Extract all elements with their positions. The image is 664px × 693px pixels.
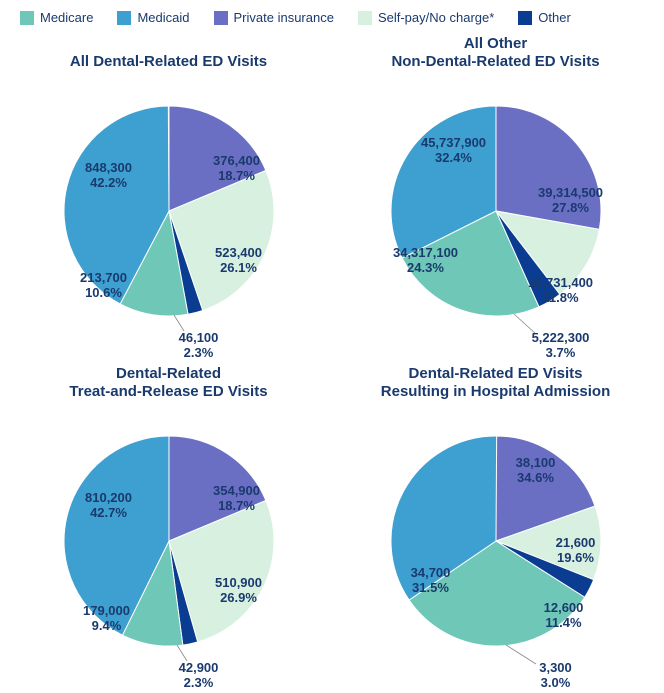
panel-hospital-admit: Dental-Related ED Visits Resulting in Ho… [337, 363, 654, 683]
medicaid-swatch [117, 11, 131, 25]
label-other: 5,222,300 3.7% [532, 331, 590, 361]
legend-item-private: Private insurance [214, 10, 334, 25]
legend-label: Medicare [40, 10, 93, 25]
label-medicare: 34,700 31.5% [411, 566, 451, 596]
label-private: 354,900 18.7% [213, 484, 260, 514]
legend-item-medicare: Medicare [20, 10, 93, 25]
private-swatch [214, 11, 228, 25]
chart-title: Dental-Related Treat-and-Release ED Visi… [10, 363, 327, 401]
pie-all-dental: 848,300 42.2%376,400 18.7%523,400 26.1%4… [10, 71, 327, 351]
selfpay-swatch [358, 11, 372, 25]
panel-treat-release: Dental-Related Treat-and-Release ED Visi… [10, 363, 327, 683]
panel-all-other: All Other Non-Dental-Related ED Visits45… [337, 33, 654, 353]
pie-hospital-admit: 38,100 34.6%21,600 19.6%12,600 11.4%3,30… [337, 401, 654, 681]
charts-grid: All Dental-Related ED Visits 848,300 42.2… [10, 33, 654, 683]
legend-label: Private insurance [234, 10, 334, 25]
other-swatch [518, 11, 532, 25]
pie-treat-release: 810,200 42.7%354,900 18.7%510,900 26.9%4… [10, 401, 327, 681]
label-other: 42,900 2.3% [179, 661, 219, 691]
label-medicaid: 848,300 42.2% [85, 161, 132, 191]
medicare-swatch [20, 11, 34, 25]
leader-other [177, 645, 187, 661]
legend-item-selfpay: Self-pay/No charge* [358, 10, 494, 25]
label-selfpay: 510,900 26.9% [215, 576, 262, 606]
panel-all-dental: All Dental-Related ED Visits 848,300 42.2… [10, 33, 327, 353]
label-other: 46,100 2.3% [179, 331, 219, 361]
label-other: 3,300 3.0% [539, 661, 572, 691]
leader-other [506, 645, 536, 664]
legend-label: Self-pay/No charge* [378, 10, 494, 25]
label-medicare: 34,317,100 24.3% [393, 246, 458, 276]
legend-label: Medicaid [137, 10, 189, 25]
label-selfpay: 16,731,400 11.8% [528, 276, 593, 306]
leader-other [174, 315, 184, 331]
chart-title: All Dental-Related ED Visits [10, 33, 327, 71]
label-private: 21,600 19.6% [556, 536, 596, 566]
chart-title: Dental-Related ED Visits Resulting in Ho… [337, 363, 654, 401]
chart-title: All Other Non-Dental-Related ED Visits [337, 33, 654, 71]
legend: Medicare Medicaid Private insurance Self-pa… [10, 10, 654, 25]
legend-item-medicaid: Medicaid [117, 10, 189, 25]
legend-item-other: Other [518, 10, 571, 25]
label-medicare: 213,700 10.6% [80, 271, 127, 301]
label-medicaid: 38,100 34.6% [516, 456, 556, 486]
label-selfpay: 12,600 11.4% [544, 601, 584, 631]
label-medicare: 179,000 9.4% [83, 604, 130, 634]
pie-all-other: 45,737,900 32.4% 39,314,500 27.8% 16,731,4… [337, 71, 654, 351]
label-selfpay: 523,400 26.1% [215, 246, 262, 276]
label-medicaid: 45,737,900 32.4% [421, 136, 486, 166]
label-private: 376,400 18.7% [213, 154, 260, 184]
label-private: 39,314,500 27.8% [538, 186, 603, 216]
legend-label: Other [538, 10, 571, 25]
label-medicaid: 810,200 42.7% [85, 491, 132, 521]
